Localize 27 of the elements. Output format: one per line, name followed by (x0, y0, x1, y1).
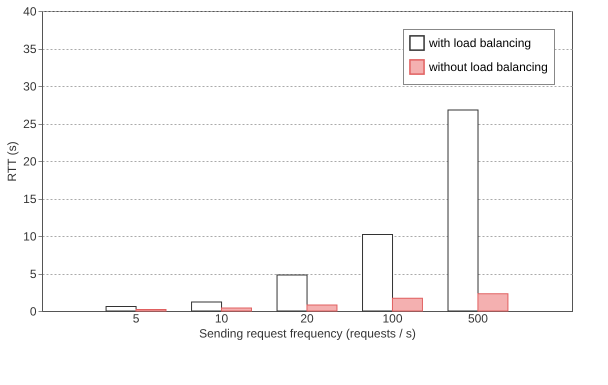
y-tick-label: 5 (30, 267, 37, 281)
x-axis-title: Sending request frequency (requests / s) (199, 326, 416, 340)
bar (220, 308, 252, 312)
bar (276, 274, 308, 312)
y-tick-label: 35 (23, 42, 37, 56)
bar (448, 110, 479, 312)
bar (362, 234, 394, 312)
bar (191, 302, 222, 312)
y-tick-label: 30 (23, 80, 37, 94)
bar (106, 306, 137, 312)
bar (392, 298, 423, 312)
y-tick-label: 20 (23, 154, 37, 168)
y-tick-label: 25 (23, 117, 37, 131)
y-tick-label: 40 (23, 4, 37, 18)
bar (477, 293, 508, 312)
y-tick-label: 0 (30, 304, 37, 318)
legend-label: without load balancing (428, 60, 548, 74)
y-tick-label: 15 (23, 192, 37, 206)
y-axis-title: RTT (s) (5, 141, 20, 182)
x-tick-label: 5 (132, 312, 140, 326)
x-tick-label: 10 (214, 312, 229, 326)
x-tick-label: 500 (468, 312, 488, 326)
bar (306, 304, 338, 312)
legend-label: with load balancing (428, 36, 532, 50)
x-tick-label: 100 (382, 312, 403, 326)
y-tick-label: 10 (23, 230, 37, 244)
x-tick-label: 20 (300, 312, 314, 326)
